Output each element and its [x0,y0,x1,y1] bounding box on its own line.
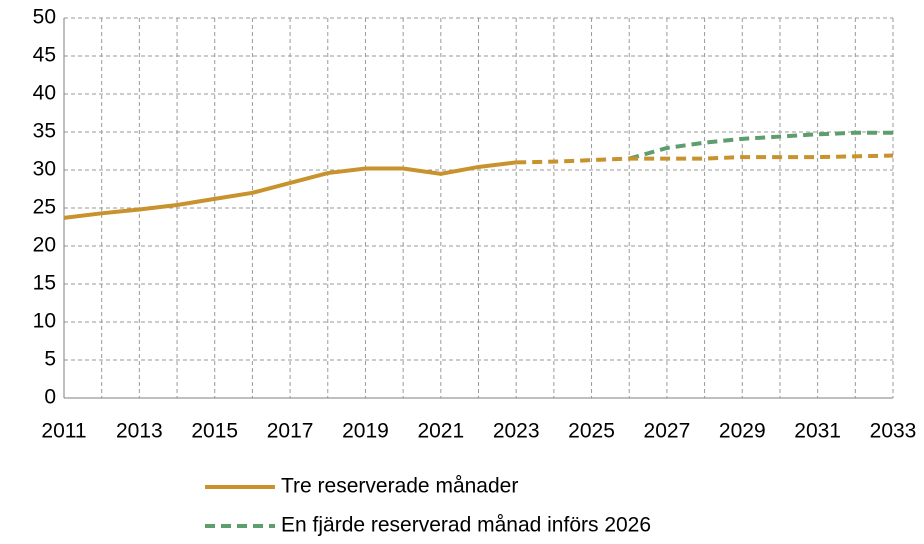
x-tick-label: 2025 [568,420,615,443]
x-tick-label: 2023 [493,420,540,443]
x-tick-label: 2027 [644,420,691,443]
x-tick-label: 2021 [417,420,464,443]
x-tick-label: 2013 [116,420,163,443]
y-tick-label: 35 [33,120,56,143]
x-tick-label: 2033 [870,420,917,443]
y-tick-label: 40 [33,82,56,105]
y-tick-label: 30 [33,158,56,181]
series-line [63,160,517,220]
x-tick-label: 2011 [41,420,86,443]
x-tick-label: 2017 [267,420,314,443]
y-tick-label: 50 [33,6,56,29]
y-tick-label: 20 [33,234,56,257]
y-tick-label: 0 [44,386,56,409]
y-tick-label: 25 [33,196,56,219]
x-tick-label: 2019 [342,420,389,443]
y-tick-label: 45 [33,44,56,67]
series-line [628,130,893,161]
y-tick-label: 10 [33,310,56,333]
y-tick-label: 15 [33,272,56,295]
x-tick-label: 2031 [794,420,841,443]
y-tick-label: 5 [44,348,56,371]
legend-label: En fjärde reserverad månad införs 2026 [281,514,651,537]
x-tick-label: 2029 [719,420,766,443]
legend-label: Tre reserverade månader [281,475,518,498]
x-tick-label: 2015 [191,420,238,443]
